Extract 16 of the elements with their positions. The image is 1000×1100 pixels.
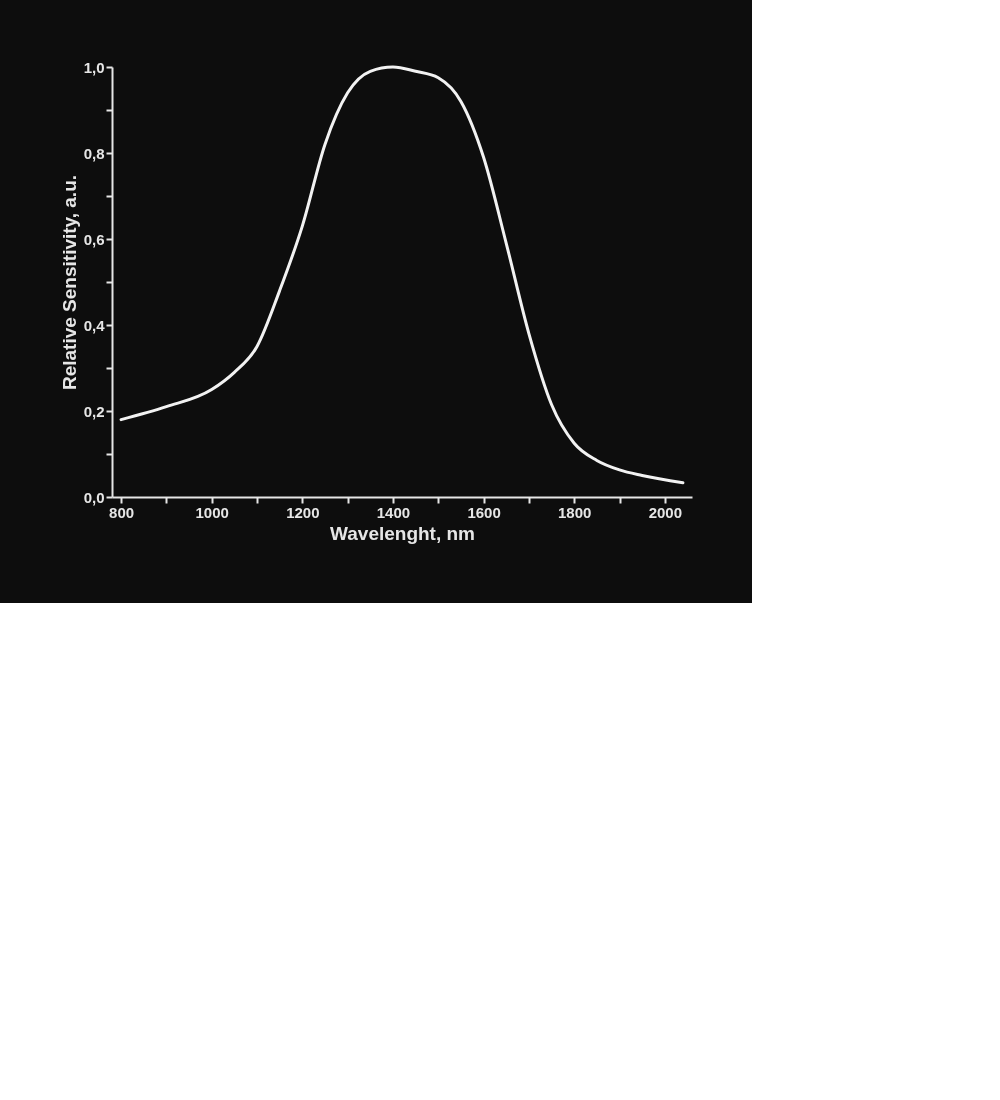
y-tick-label: 0,8: [83, 144, 105, 162]
y-tick-label: 1,0: [83, 58, 105, 76]
y-tick-label: 0,0: [83, 488, 105, 506]
x-tick-label: 1600: [467, 503, 501, 521]
x-tick-label: 1400: [376, 503, 411, 521]
x-axis-title: Wavelenght, nm: [330, 522, 475, 544]
x-tick-label: 1200: [286, 503, 320, 521]
y-tick-label: 0,2: [83, 402, 105, 420]
x-tick-label: 1000: [195, 503, 229, 521]
y-axis-title: Relative Sensitivity, a.u.: [58, 174, 80, 391]
line-series: [119, 65, 685, 485]
y-tick-label: 0,6: [83, 230, 105, 248]
y-tick-label: 0,4: [83, 316, 106, 334]
x-tick-label: 2000: [648, 503, 682, 521]
x-tick-label: 800: [109, 503, 135, 521]
x-tick-label: 1800: [558, 503, 592, 521]
